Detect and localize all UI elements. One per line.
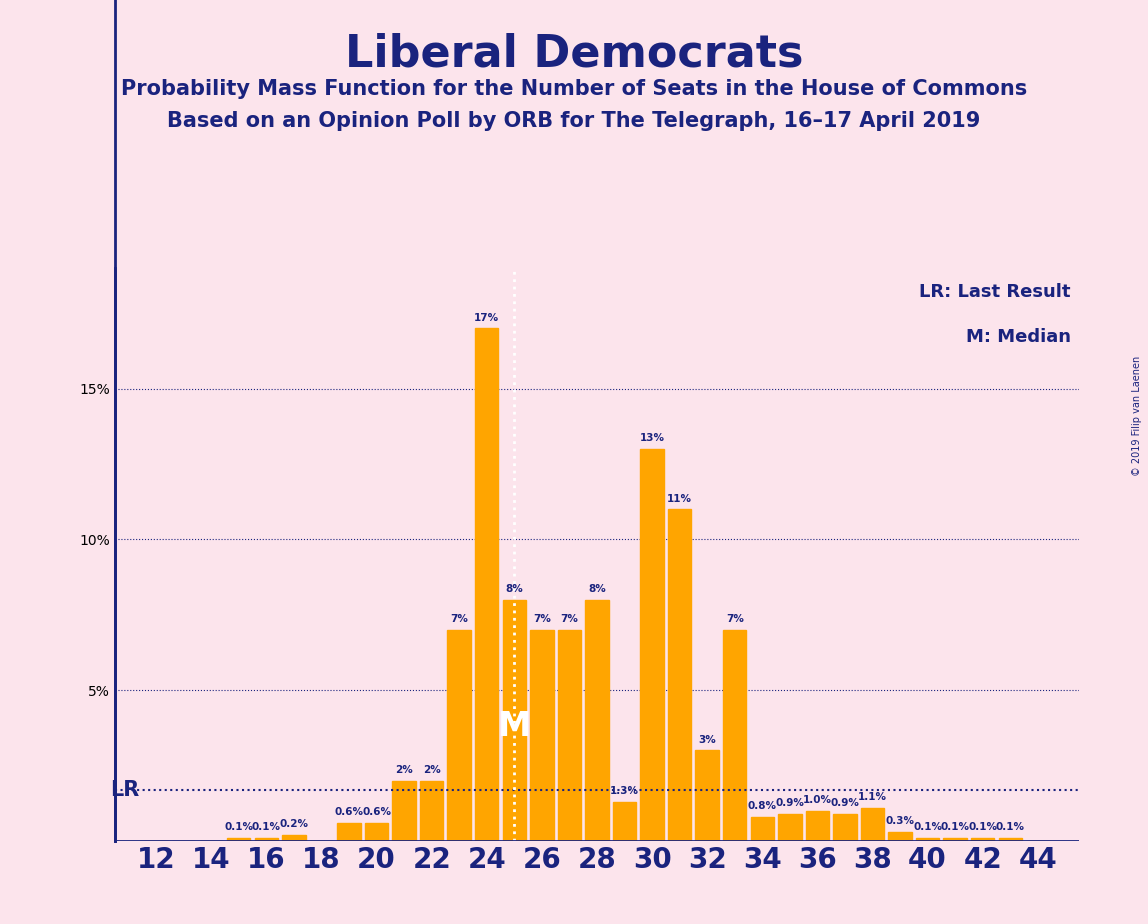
Text: 7%: 7% xyxy=(726,614,744,625)
Bar xyxy=(585,600,608,841)
Bar xyxy=(503,600,526,841)
Text: 7%: 7% xyxy=(560,614,579,625)
Bar xyxy=(393,781,416,841)
Bar xyxy=(530,630,553,841)
Text: 1.3%: 1.3% xyxy=(610,786,639,796)
Bar xyxy=(751,817,774,841)
Bar xyxy=(255,838,278,841)
Text: 0.8%: 0.8% xyxy=(747,801,777,811)
Text: 1.0%: 1.0% xyxy=(802,796,832,805)
Bar xyxy=(916,838,939,841)
Bar xyxy=(806,810,829,841)
Text: 8%: 8% xyxy=(505,584,523,594)
Bar xyxy=(861,808,884,841)
Bar xyxy=(227,838,250,841)
Text: 17%: 17% xyxy=(474,313,499,322)
Bar xyxy=(475,328,498,841)
Bar xyxy=(420,781,443,841)
Text: 13%: 13% xyxy=(639,433,665,444)
Text: 3%: 3% xyxy=(698,735,716,745)
Bar xyxy=(833,814,856,841)
Bar xyxy=(641,449,664,841)
Text: 0.1%: 0.1% xyxy=(251,822,281,833)
Bar xyxy=(338,822,360,841)
Text: 2%: 2% xyxy=(422,765,441,775)
Bar xyxy=(889,832,912,841)
Bar xyxy=(282,834,305,841)
Text: 0.1%: 0.1% xyxy=(940,822,970,833)
Bar xyxy=(668,509,691,841)
Bar xyxy=(448,630,471,841)
Text: 0.1%: 0.1% xyxy=(968,822,998,833)
Text: 0.9%: 0.9% xyxy=(830,798,860,808)
Text: Liberal Democrats: Liberal Democrats xyxy=(344,32,804,76)
Text: 8%: 8% xyxy=(588,584,606,594)
Text: 11%: 11% xyxy=(667,493,692,504)
Bar xyxy=(365,822,388,841)
Text: M: Median: M: Median xyxy=(965,328,1071,346)
Bar xyxy=(696,750,719,841)
Text: 0.6%: 0.6% xyxy=(334,808,364,818)
Text: 0.1%: 0.1% xyxy=(224,822,254,833)
Bar xyxy=(999,838,1022,841)
Text: 7%: 7% xyxy=(533,614,551,625)
Text: Based on an Opinion Poll by ORB for The Telegraph, 16–17 April 2019: Based on an Opinion Poll by ORB for The … xyxy=(168,111,980,131)
Bar xyxy=(944,838,967,841)
Text: 0.6%: 0.6% xyxy=(362,808,391,818)
Text: LR: LR xyxy=(110,780,140,799)
Text: 1.1%: 1.1% xyxy=(858,792,887,802)
Text: 0.2%: 0.2% xyxy=(279,820,309,830)
Bar xyxy=(613,802,636,841)
Bar xyxy=(558,630,581,841)
Bar xyxy=(778,814,801,841)
Bar xyxy=(971,838,994,841)
Text: 0.1%: 0.1% xyxy=(913,822,943,833)
Bar xyxy=(723,630,746,841)
Text: 0.1%: 0.1% xyxy=(995,822,1025,833)
Text: 0.3%: 0.3% xyxy=(885,817,915,826)
Text: © 2019 Filip van Laenen: © 2019 Filip van Laenen xyxy=(1132,356,1142,476)
Text: M: M xyxy=(498,710,530,743)
Text: Probability Mass Function for the Number of Seats in the House of Commons: Probability Mass Function for the Number… xyxy=(121,79,1027,99)
Text: LR: Last Result: LR: Last Result xyxy=(920,283,1071,301)
Text: 0.9%: 0.9% xyxy=(775,798,805,808)
Text: 7%: 7% xyxy=(450,614,468,625)
Text: 2%: 2% xyxy=(395,765,413,775)
